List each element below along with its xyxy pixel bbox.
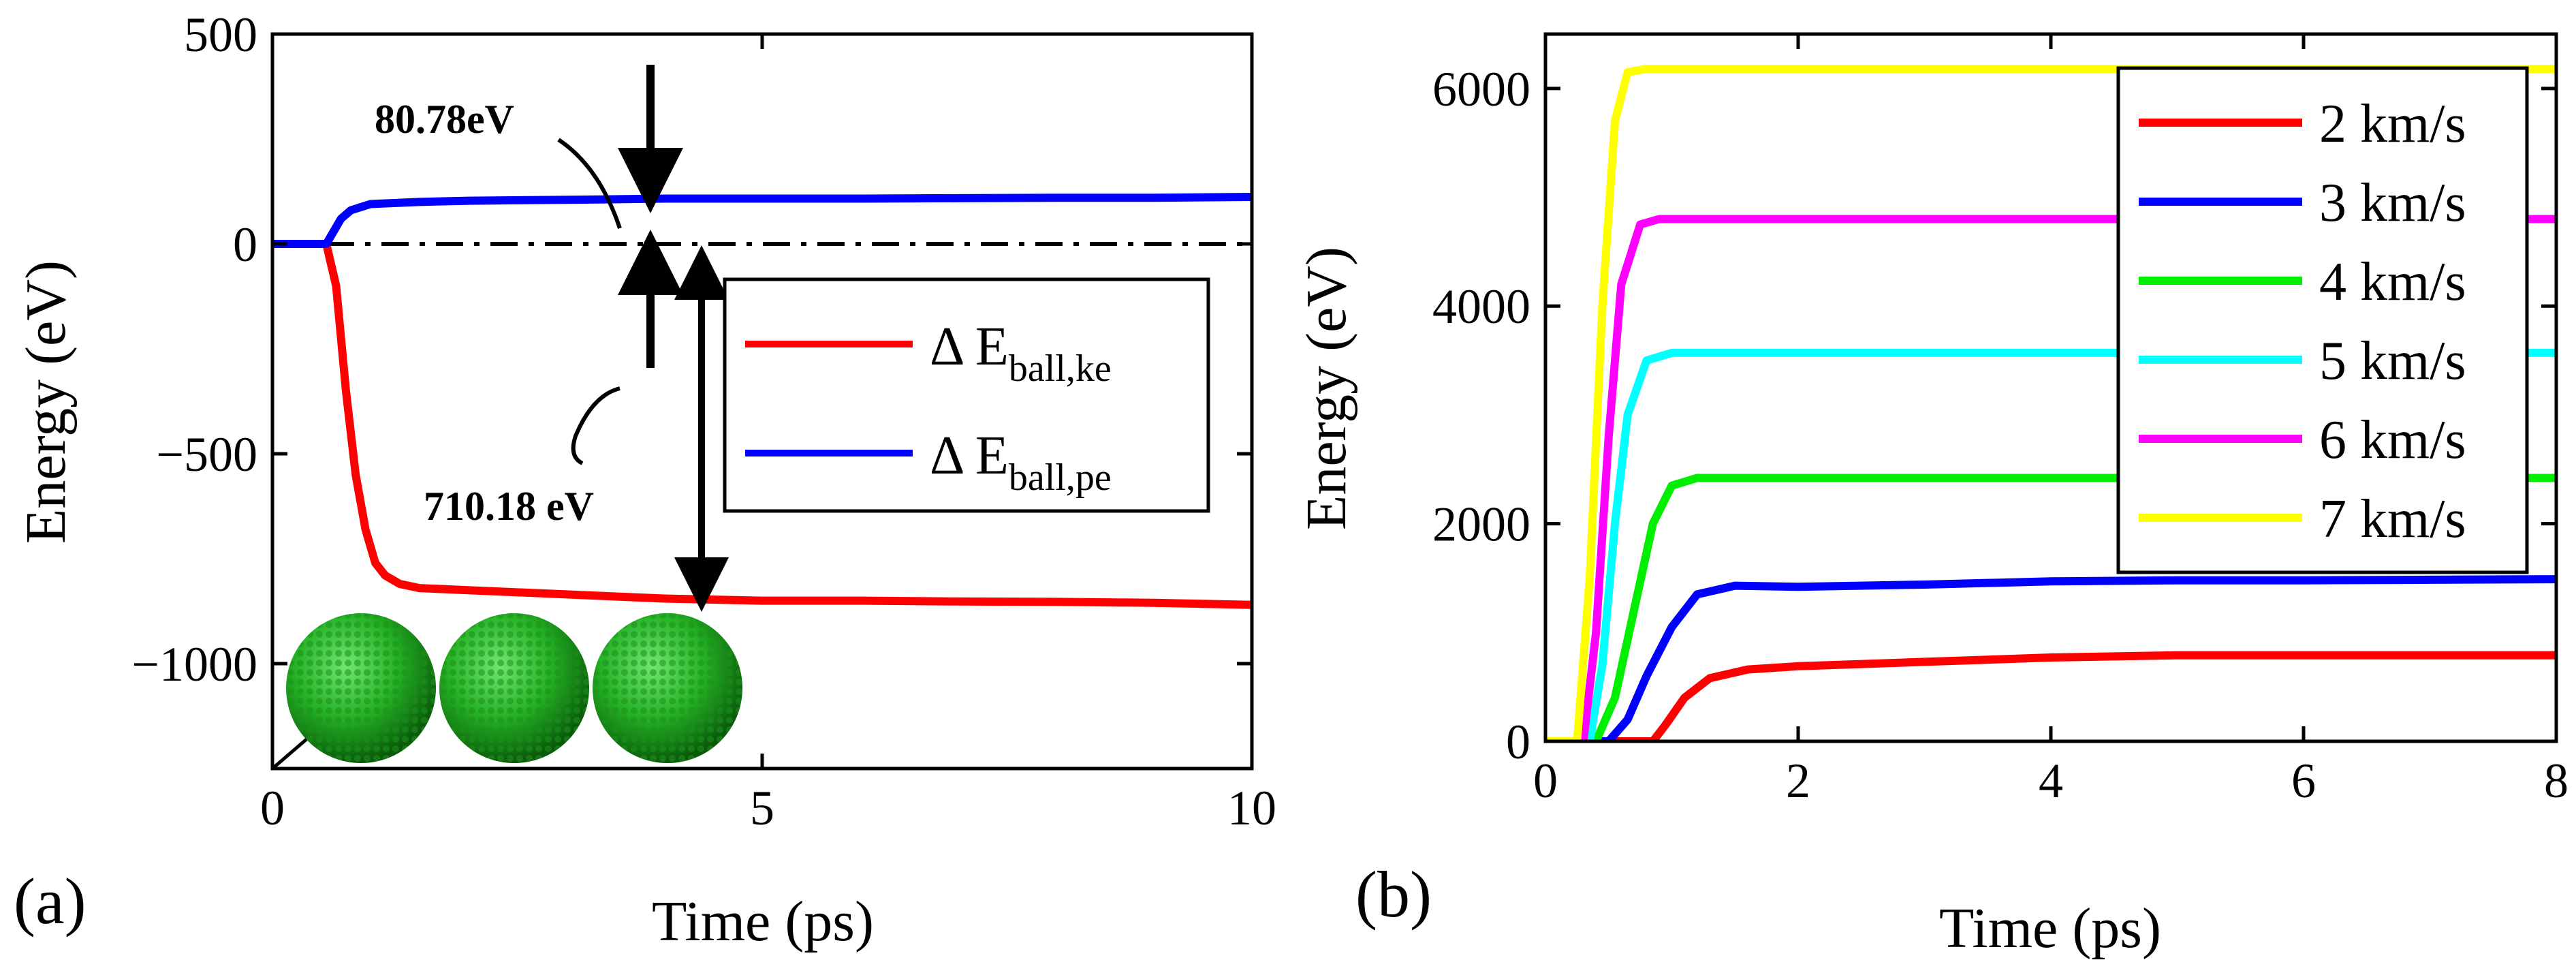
annotation-710-18: 710.18 eV <box>424 484 594 529</box>
panel-label-a: (a) <box>14 865 87 938</box>
panel-a-series-line-0 <box>272 240 1252 609</box>
panel-b-series-line-0 <box>1545 651 2556 741</box>
legend-label-4kms: 4 km/s <box>2319 252 2466 312</box>
leader-curve-1 <box>557 138 622 229</box>
panel-a-xtick-label: 0 <box>260 781 285 835</box>
legend-label-ke: Δ Eball,ke <box>930 317 1112 390</box>
legend-label-5kms: 5 km/s <box>2319 331 2466 391</box>
nanoparticle-inset <box>271 613 742 770</box>
panel-b-xtick-label: 0 <box>1533 754 1558 808</box>
sphere-2 <box>439 613 589 763</box>
y-axis-label-a: Energy (eV) <box>14 260 78 544</box>
legend-b: 2 km/s 3 km/s 4 km/s 5 km/s 6 km/s 7 km/s <box>2116 66 2529 574</box>
sphere-1 <box>286 613 436 763</box>
y-axis-label-b: Energy (eV) <box>1295 247 1358 530</box>
panel-b-ytick-label: 0 <box>1506 715 1530 769</box>
panel-b-xtick-label: 4 <box>2039 754 2063 808</box>
leader-curve-2 <box>571 386 621 465</box>
panel-a-ytick-label: −1000 <box>131 637 257 692</box>
panel-b: 0 2 4 6 8 0 2000 4000 6000 2 km/s 3 km/s 4 km/s 5 k… <box>1295 32 2569 960</box>
x-axis-label-a: Time (ps) <box>652 890 874 953</box>
legend-label-pe: Δ Eball,pe <box>930 426 1112 499</box>
panel-b-xtick-label: 8 <box>2544 754 2569 808</box>
legend-label-2kms: 2 km/s <box>2319 94 2466 154</box>
legend-label-7kms: 7 km/s <box>2319 489 2466 549</box>
panel-a-ytick-label: 0 <box>233 217 257 272</box>
legend-label-3kms: 3 km/s <box>2319 173 2466 233</box>
sphere-3 <box>593 613 742 763</box>
panel-a-xtick-label: 10 <box>1227 781 1276 835</box>
annotation-80-78: 80.78eV <box>375 97 514 142</box>
panel-b-series-line-1 <box>1545 575 2556 741</box>
legend-label-6kms: 6 km/s <box>2319 410 2466 470</box>
annotations: 80.78eV 710.18 eV <box>375 65 729 612</box>
panel-a-ytick-label: −500 <box>156 427 257 482</box>
panel-b-ytick-label: 6000 <box>1432 62 1530 117</box>
panel-a-xtick-label: 5 <box>750 781 774 835</box>
x-axis-label-b: Time (ps) <box>1939 897 2161 960</box>
panel-label-b: (b) <box>1355 858 1432 931</box>
panel-a-ytick-label: 500 <box>184 7 257 62</box>
panel-b-ytick-label: 2000 <box>1432 497 1530 552</box>
panel-b-xtick-label: 2 <box>1786 754 1810 808</box>
panel-b-xtick-label: 6 <box>2291 754 2316 808</box>
panel-b-ytick-label: 4000 <box>1432 279 1530 334</box>
legend-a: Δ Eball,ke Δ Eball,pe <box>723 277 1210 513</box>
panel-a-series-line-1 <box>272 193 1252 248</box>
